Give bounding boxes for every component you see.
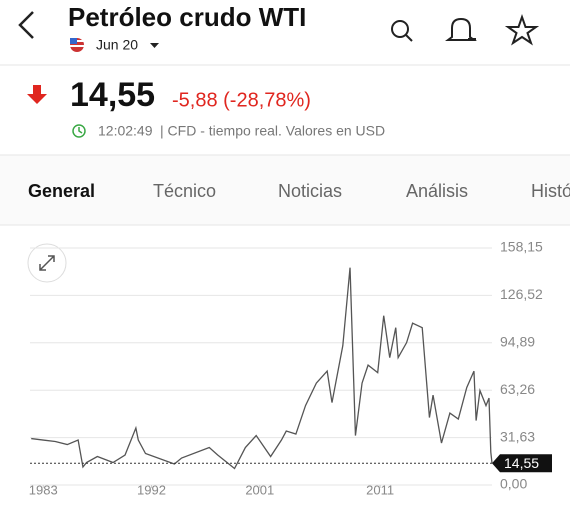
y-tick-label: 94,89 bbox=[500, 334, 535, 350]
flag bbox=[70, 38, 84, 52]
x-tick-label: 2011 bbox=[366, 482, 394, 497]
favorite-icon[interactable] bbox=[504, 13, 540, 46]
down-arrow bbox=[27, 85, 47, 104]
price: 14,55 bbox=[70, 76, 155, 114]
last-price-tag bbox=[492, 454, 552, 473]
tab[interactable]: Histórico bbox=[531, 181, 570, 201]
tab[interactable]: General bbox=[28, 181, 95, 201]
price-line bbox=[31, 267, 493, 470]
x-tick-label: 2001 bbox=[245, 482, 274, 497]
tab[interactable]: Técnico bbox=[153, 181, 216, 201]
tab[interactable]: Noticias bbox=[278, 181, 342, 201]
quote-info: | CFD - tiempo real. Valores en USD bbox=[160, 123, 385, 139]
back-button[interactable] bbox=[18, 11, 34, 39]
expand-button[interactable] bbox=[27, 243, 67, 283]
time: 12:02:49 bbox=[98, 123, 153, 139]
y-tick-label: 0,00 bbox=[500, 476, 527, 492]
y-tick-label: 158,15 bbox=[500, 239, 543, 255]
contract[interactable]: Jun 20 bbox=[96, 37, 138, 53]
dropdown-icon[interactable] bbox=[150, 43, 159, 48]
alert-icon[interactable] bbox=[445, 17, 477, 41]
tab[interactable]: Análisis bbox=[406, 181, 468, 201]
x-tick-label: 1983 bbox=[29, 482, 58, 497]
clock-icon bbox=[72, 124, 86, 138]
y-tick-label: 126,52 bbox=[500, 286, 543, 302]
y-tick-label: 31,63 bbox=[500, 428, 535, 444]
title: Petróleo crudo WTI bbox=[68, 2, 306, 32]
search-icon[interactable] bbox=[391, 20, 413, 42]
change: -5,88 (-28,78%) bbox=[172, 89, 311, 111]
y-tick-label: 63,26 bbox=[500, 381, 535, 397]
x-tick-label: 1992 bbox=[137, 482, 166, 497]
last-price-label: 14,55 bbox=[504, 455, 539, 471]
tab-bar bbox=[0, 155, 570, 225]
